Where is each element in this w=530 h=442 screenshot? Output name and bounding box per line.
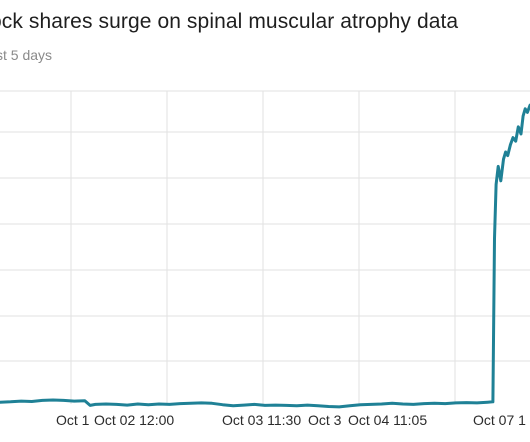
x-tick-label: Oct 1 [56,412,90,428]
chart-title: ock shares surge on spinal muscular atro… [0,10,459,33]
chart-subtitle: st 5 days [0,47,53,63]
x-tick-label: Oct 04 11:05 [348,412,427,428]
x-tick-label: Oct 07 1 [473,412,526,428]
x-axis-ticks: Oct 1 Oct 02 12:00 Oct 03 11:30 Oct 3 Oct 04… [56,412,526,428]
x-tick-label: Oct 02 12:00 [94,412,174,428]
x-tick-label: Oct 03 11:30 [222,412,301,428]
x-tick-label: Oct 3 [308,412,342,428]
chart-grid [0,90,530,404]
series-line [0,103,530,409]
